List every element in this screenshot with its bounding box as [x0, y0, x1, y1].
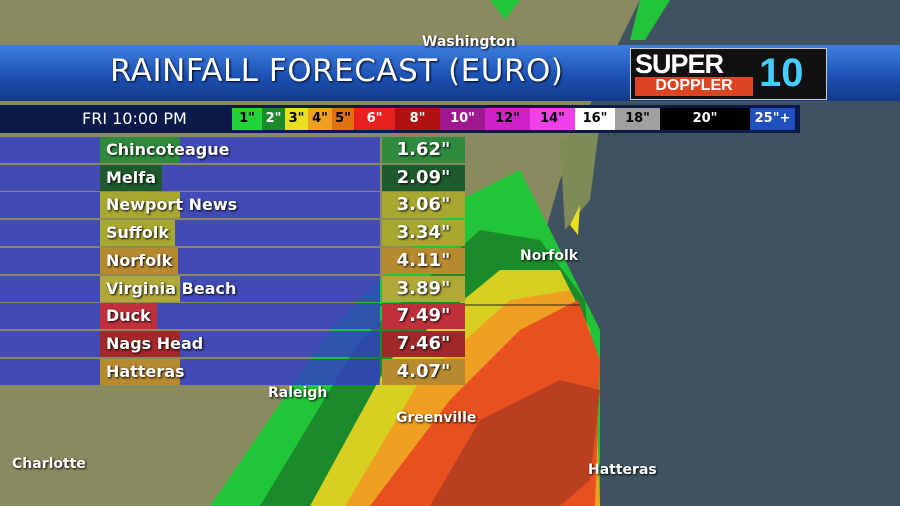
rain-band — [630, 0, 670, 40]
legend-entry: 10" — [440, 108, 485, 130]
logo-text: DOPPLER — [635, 77, 753, 96]
legend-entry: 25"+ — [750, 108, 795, 130]
legend-entry: 20" — [660, 108, 750, 130]
legend-entry: 18" — [615, 108, 660, 130]
row-background — [0, 247, 380, 274]
table-row: Chincoteague 1.62" — [0, 137, 465, 163]
map-label: Charlotte — [12, 456, 86, 472]
title-bar: RAINFALL FORECAST (EURO) SUPER DOPPLER 1… — [0, 45, 900, 101]
title: RAINFALL FORECAST (EURO) — [110, 53, 564, 89]
rainfall-value: 3.06" — [382, 192, 465, 219]
rainfall-value: 7.46" — [382, 330, 465, 357]
rainfall-value: 3.89" — [382, 275, 465, 302]
legend-entry: 6" — [354, 108, 395, 130]
rainfall-value: 2.09" — [382, 164, 465, 191]
rainfall-value: 3.34" — [382, 220, 465, 247]
rainfall-value: 4.11" — [382, 247, 465, 274]
city-name: Virginia Beach — [100, 275, 243, 302]
city-name: Newport News — [100, 192, 244, 219]
legend-entry: 5" — [332, 108, 354, 130]
logo: SUPER DOPPLER 10 — [630, 48, 827, 100]
table-row: Norfolk 4.11" — [0, 247, 465, 274]
table-row: Nags Head 7.46" — [0, 330, 465, 357]
map-label: Hatteras — [588, 462, 657, 478]
map-label: Washington — [422, 34, 516, 50]
city-name: Duck — [100, 303, 157, 330]
time: FRI 10:00 PM — [82, 109, 187, 128]
rain-band — [570, 205, 580, 235]
peninsula — [560, 120, 600, 230]
legend-entry: 14" — [530, 108, 575, 130]
city-name: Chincoteague — [100, 137, 236, 163]
map-label: Norfolk — [520, 248, 579, 264]
rainfall-value: 7.49" — [382, 303, 465, 330]
map-label: Greenville — [396, 410, 477, 426]
logo-number: 10 — [759, 51, 804, 95]
table-row: Duck 7.49" — [0, 303, 465, 330]
legend-bar: FRI 10:00 PM 1" 2" 3" 4" 5" 6" 8" 10" 12" 14" 16" 1… — [0, 105, 800, 133]
row-background — [0, 303, 380, 330]
table-row: Virginia Beach 3.89" — [0, 275, 465, 302]
legend-entry: 1" — [232, 108, 262, 130]
city-name: Suffolk — [100, 220, 175, 247]
city-name: Nags Head — [100, 330, 210, 357]
rain-band — [430, 380, 600, 506]
legend-entry: 2" — [262, 108, 285, 130]
logo-text: SUPER — [635, 49, 724, 79]
legend-entry: 12" — [485, 108, 530, 130]
legend-entry: 3" — [285, 108, 308, 130]
city-name: Norfolk — [100, 247, 179, 274]
rain-band — [490, 0, 520, 20]
table-row: Hatteras 4.07" — [0, 358, 465, 385]
row-background — [0, 220, 380, 247]
rainfall-value: 1.62" — [382, 137, 465, 163]
legend-entry: 8" — [395, 108, 440, 130]
row-background — [0, 164, 380, 191]
city-name: Hatteras — [100, 358, 191, 385]
rainfall-value: 4.07" — [382, 358, 465, 385]
table-row: Newport News 3.06" — [0, 192, 465, 219]
table-row: Melfa 2.09" — [0, 164, 465, 191]
map-label: Raleigh — [268, 385, 328, 401]
city-name: Melfa — [100, 164, 163, 191]
table-row: Suffolk 3.34" — [0, 220, 465, 247]
legend-entry: 4" — [308, 108, 332, 130]
legend-entry: 16" — [575, 108, 615, 130]
